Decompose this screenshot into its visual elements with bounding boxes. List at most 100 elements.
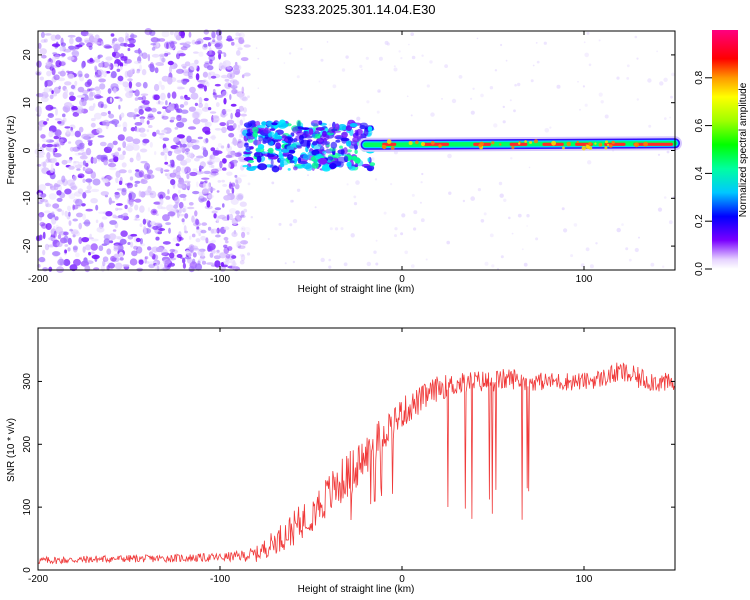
noise-blob [90,251,95,255]
noise-dot [366,100,370,104]
noise-dot [451,98,457,104]
noise-blob [161,75,170,82]
noise-blob [158,80,162,87]
noise-blob [184,230,189,234]
noise-dot [446,240,451,245]
noise-blob [84,244,92,251]
noise-blob [170,41,175,49]
signal-blob [354,129,359,134]
noise-blob [52,225,56,232]
noise-blob [44,243,50,251]
noise-blob [64,188,72,195]
noise-blob [76,144,85,150]
noise-blob [234,214,242,222]
noise-blob [234,37,242,40]
noise-blob [144,28,153,36]
signal-blob [354,149,358,154]
noise-dot [563,228,568,233]
noise-dot [400,232,404,236]
noise-blob [219,252,227,259]
noise-dot [502,105,505,109]
signal-blob [275,142,281,150]
noise-dot [420,181,423,184]
noise-blob [201,222,208,226]
noise-blob [159,136,165,139]
noise-dot [318,80,321,83]
noise-blob [123,126,127,132]
noise-blob [135,237,141,243]
band-highlight [386,139,392,144]
noise-blob [182,257,186,264]
noise-blob [109,97,113,103]
band-highlight [421,142,425,146]
noise-blob [236,140,244,149]
noise-blob [216,34,223,41]
noise-blob [138,190,142,197]
noise-blob [78,236,83,245]
noise-blob [94,59,101,63]
noise-blob [118,180,123,185]
noise-blob [236,194,244,201]
noise-blob [214,128,222,131]
noise-dot [394,227,398,231]
noise-blob [87,88,91,92]
noise-blob [107,110,111,115]
noise-blob [55,34,61,40]
noise-dot [447,153,452,159]
noise-blob [84,73,90,79]
noise-dot [458,75,463,79]
noise-dot [595,242,598,245]
noise-blob [76,212,83,218]
noise-blob [236,116,240,124]
noise-blob [110,71,117,79]
signal-blob [346,161,352,168]
noise-blob [46,152,51,160]
noise-dot [494,69,498,72]
noise-blob [90,243,98,251]
spectrogram-y-label: Frequency (Hz) [6,116,17,185]
noise-blob [92,157,98,164]
noise-dot [584,52,589,58]
noise-dot [383,211,387,215]
noise-blob [54,118,62,121]
noise-blob [52,144,58,148]
noise-blob [150,208,158,216]
noise-blob [69,95,76,102]
signal-blob [327,159,331,163]
noise-dot [598,92,603,97]
noise-blob [160,84,165,91]
noise-blob [101,243,108,246]
noise-blob [42,231,46,240]
signal-blob [296,119,302,127]
noise-blob [98,211,106,214]
signal-blob [346,149,353,153]
noise-blob [79,75,85,82]
spectrogram-y-ticks: -20 -10 0 10 20 [22,49,675,253]
noise-blob [227,163,231,169]
noise-blob [88,105,95,112]
figure-title: S233.2025.301.14.04.E30 [284,2,435,17]
noise-blob [181,166,188,174]
noise-blob [121,162,127,168]
noise-blob [188,126,196,130]
noise-blob [227,143,230,149]
noise-blob [76,95,86,98]
noise-dot [413,227,417,231]
noise-blob [64,88,69,94]
noise-blob [242,141,245,149]
noise-blob [191,111,200,119]
noise-blob [66,129,70,135]
noise-blob [222,183,228,187]
noise-blob [238,32,245,39]
noise-blob [69,156,73,161]
noise-blob [58,85,61,90]
noise-blob [114,262,123,270]
noise-blob [231,231,238,238]
noise-blob [194,210,198,217]
signal-blob [252,139,262,146]
noise-blob [156,38,161,42]
noise-dot [341,68,346,72]
noise-blob [167,211,176,217]
noise-dot [628,258,632,262]
noise-blob [41,54,47,59]
